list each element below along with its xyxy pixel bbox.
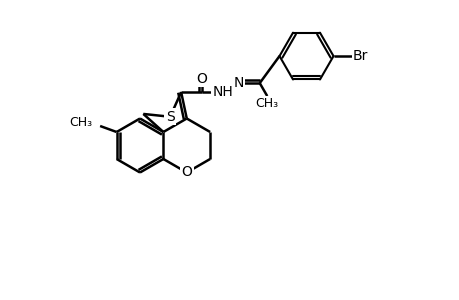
Text: O: O (196, 72, 207, 86)
Text: Br: Br (352, 49, 368, 63)
Text: N: N (233, 76, 243, 90)
Text: NH: NH (213, 85, 233, 99)
Text: S: S (165, 110, 174, 124)
Text: CH₃: CH₃ (69, 116, 92, 130)
Text: O: O (181, 166, 192, 179)
Text: CH₃: CH₃ (255, 97, 278, 110)
